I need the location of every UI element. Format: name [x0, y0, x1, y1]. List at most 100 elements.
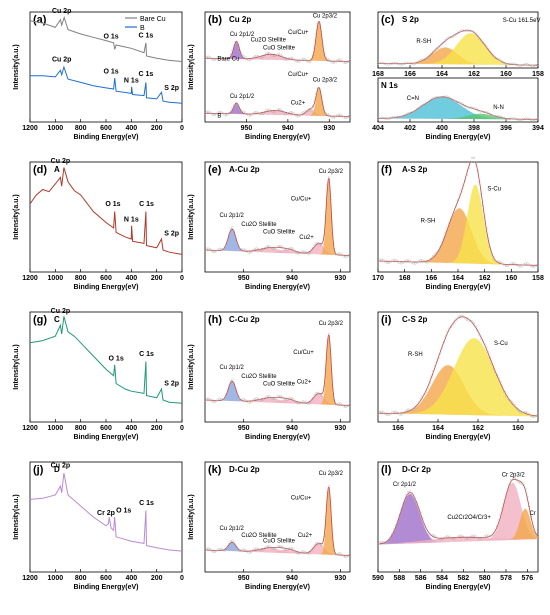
raw-point: [476, 34, 479, 38]
raw-point: [318, 87, 321, 90]
raw-point: [389, 260, 392, 263]
x-tick-label: 800: [75, 125, 87, 132]
raw-point: [394, 410, 397, 413]
peak-annotation: Cr 2p1/2: [393, 482, 417, 488]
raw-point: [237, 46, 240, 49]
raw-point: [485, 45, 488, 48]
raw-point: [228, 233, 231, 236]
fitted-peak-0: [378, 493, 538, 545]
panel-title: C-S 2p: [402, 315, 427, 324]
fitted-peak-0: [205, 102, 350, 117]
raw-point: [316, 241, 319, 244]
raw-point: [432, 254, 435, 258]
raw-point: [332, 247, 335, 250]
raw-point: [400, 413, 403, 416]
raw-point: [469, 319, 472, 322]
raw-point: [417, 60, 420, 63]
raw-point: [220, 111, 223, 114]
panel-label: (h): [208, 314, 222, 326]
x-axis-label: Binding Energy(eV): [245, 134, 310, 141]
raw-point: [382, 259, 385, 262]
raw-point: [453, 210, 456, 213]
raw-point: [231, 226, 234, 229]
raw-point: [499, 261, 502, 264]
x-tick-label: 200: [151, 275, 163, 282]
x-tick-label: 1200: [22, 575, 38, 582]
raw-point: [407, 259, 410, 262]
raw-point: [257, 111, 260, 114]
raw-point: [529, 414, 532, 417]
raw-point: [249, 401, 252, 404]
raw-point: [339, 552, 342, 555]
raw-point: [474, 107, 477, 111]
peak-annotation: R-SH: [416, 39, 431, 45]
raw-point: [424, 390, 428, 393]
raw-point: [292, 398, 295, 401]
raw-point: [274, 546, 277, 550]
panel-title: D: [54, 465, 60, 474]
raw-point: [210, 249, 213, 252]
legend-entry: Bare Cu: [140, 16, 166, 23]
raw-point: [321, 393, 324, 396]
raw-point: [303, 400, 306, 403]
fitted-peak-2: [205, 549, 350, 556]
raw-point: [303, 58, 306, 61]
raw-point: [319, 244, 323, 247]
raw-point: [405, 409, 408, 412]
raw-point: [252, 399, 255, 402]
raw-point: [442, 238, 445, 241]
raw-point: [400, 115, 403, 119]
raw-point: [476, 169, 479, 172]
raw-point: [416, 404, 419, 407]
raw-point: [274, 109, 277, 113]
x-tick-label: 402: [404, 125, 416, 132]
panel-title: N 1s: [381, 81, 398, 90]
raw-point: [458, 30, 461, 33]
raw-point: [282, 247, 285, 251]
raw-point: [435, 47, 438, 50]
raw-point: [421, 516, 424, 520]
raw-point: [274, 397, 277, 400]
raw-point: [481, 204, 484, 207]
raw-point: [232, 44, 236, 47]
raw-point: [506, 489, 509, 492]
raw-point: [308, 402, 311, 405]
peak-annotation: C 1s: [139, 500, 154, 507]
raw-point: [378, 541, 381, 544]
raw-point: [261, 55, 265, 58]
raw-point: [517, 480, 520, 483]
raw-point: [421, 395, 424, 398]
peak-annotation: R-SH: [408, 352, 423, 358]
raw-point: [223, 247, 226, 250]
raw-point: [213, 58, 216, 62]
x-tick-label: 576: [521, 575, 533, 582]
peak-annotation: C 1s: [139, 351, 154, 358]
raw-point: [323, 384, 326, 388]
raw-point: [279, 53, 282, 56]
raw-point: [401, 505, 404, 508]
raw-point: [299, 401, 302, 404]
raw-point: [331, 531, 334, 535]
x-tick-label: 164: [436, 71, 448, 78]
raw-point: [347, 254, 350, 257]
raw-point: [286, 398, 289, 401]
peak-annotation: O 1s: [109, 355, 124, 362]
raw-point: [270, 246, 273, 249]
peak-annotation: O 1s: [103, 33, 118, 40]
raw-point: [244, 248, 247, 252]
raw-point: [279, 545, 282, 548]
raw-point: [446, 95, 449, 98]
x-tick-label: 162: [468, 71, 480, 78]
raw-point: [501, 60, 504, 63]
legend: Bare Cu B: [125, 16, 166, 32]
raw-point: [510, 400, 513, 403]
series-line-j-0: [30, 472, 182, 552]
x-tick-label: 1000: [48, 275, 64, 282]
raw-point: [215, 249, 218, 253]
x-tick-label: 400: [125, 125, 137, 132]
fitted-peak-2: [205, 21, 350, 62]
raw-point: [513, 62, 516, 66]
x-tick-label: 800: [75, 275, 87, 282]
raw-point: [274, 54, 277, 57]
fitted-peak-1: [378, 338, 538, 417]
